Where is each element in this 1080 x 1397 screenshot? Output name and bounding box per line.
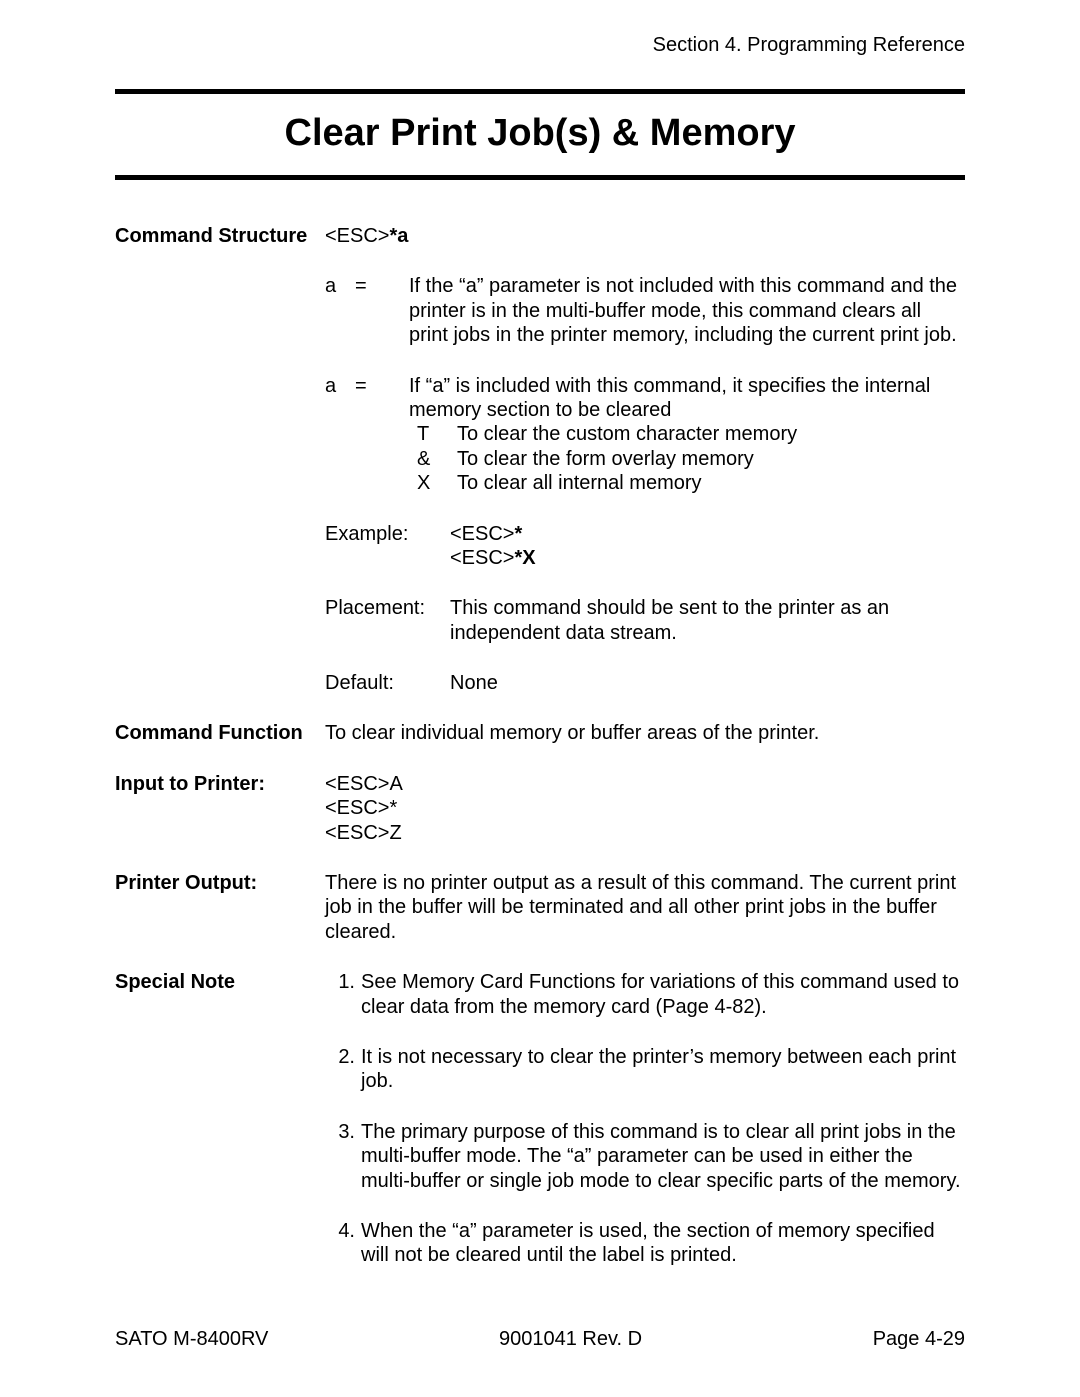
param-eq-1: = bbox=[355, 274, 409, 298]
sublist-val-1: To clear the custom character memory bbox=[457, 422, 965, 446]
row-printer-output: Printer Output: There is no printer outp… bbox=[115, 871, 965, 944]
row-command-function: Command Function To clear individual mem… bbox=[115, 721, 965, 745]
note-row-3: 3. The primary purpose of this command i… bbox=[325, 1120, 965, 1193]
input-line-2: <ESC>* bbox=[325, 796, 965, 820]
example-row: Example: <ESC>* <ESC>*X bbox=[325, 522, 965, 571]
syntax-prefix: <ESC> bbox=[325, 225, 389, 247]
note-row-2: 2. It is not necessary to clear the prin… bbox=[325, 1045, 965, 1094]
example-line-2: <ESC>*X bbox=[450, 546, 965, 570]
example-line2-prefix: <ESC> bbox=[450, 547, 514, 569]
default-row: Default: None bbox=[325, 671, 965, 695]
example-line2-suffix: *X bbox=[514, 547, 535, 569]
label-input-to-printer: Input to Printer: bbox=[115, 772, 325, 796]
note-num-3: 3. bbox=[325, 1120, 361, 1144]
sublist-row-1: T To clear the custom character memory bbox=[409, 422, 965, 446]
param-eq-2: = bbox=[355, 374, 409, 398]
placement-val: This command should be sent to the print… bbox=[450, 596, 965, 645]
content-input-to-printer: <ESC>A <ESC>* <ESC>Z bbox=[325, 772, 965, 845]
input-line-1: <ESC>A bbox=[325, 772, 965, 796]
sublist-key-3: X bbox=[409, 471, 457, 495]
param-row-1: a = If the “a” parameter is not included… bbox=[325, 274, 965, 347]
param-sublist: T To clear the custom character memory &… bbox=[409, 422, 965, 495]
example-line-1: <ESC>* bbox=[450, 522, 965, 546]
section-header: Section 4. Programming Reference bbox=[115, 34, 965, 57]
syntax-suffix: *a bbox=[389, 225, 408, 247]
example-label: Example: bbox=[325, 522, 450, 546]
note-text-2: It is not necessary to clear the printer… bbox=[361, 1045, 965, 1094]
row-input-to-printer: Input to Printer: <ESC>A <ESC>* <ESC>Z bbox=[115, 772, 965, 845]
example-val: <ESC>* <ESC>*X bbox=[450, 522, 965, 571]
row-special-note: Special Note 1. See Memory Card Function… bbox=[115, 970, 965, 1268]
example-line1-suffix: * bbox=[514, 523, 522, 545]
footer-left: SATO M-8400RV bbox=[115, 1328, 268, 1351]
example-line1-prefix: <ESC> bbox=[450, 523, 514, 545]
note-text-3: The primary purpose of this command is t… bbox=[361, 1120, 965, 1193]
sublist-val-3: To clear all internal memory bbox=[457, 471, 965, 495]
label-printer-output: Printer Output: bbox=[115, 871, 325, 895]
label-command-function: Command Function bbox=[115, 721, 325, 745]
note-text-4: When the “a” parameter is used, the sect… bbox=[361, 1219, 965, 1268]
rule-bottom bbox=[115, 175, 965, 180]
note-num-1: 1. bbox=[325, 970, 361, 994]
param-name-2: a bbox=[325, 374, 355, 398]
content-printer-output: There is no printer output as a result o… bbox=[325, 871, 965, 944]
content-command-structure: <ESC>*a a = If the “a” parameter is not … bbox=[325, 224, 965, 695]
param-desc-2-text: If “a” is included with this command, it… bbox=[409, 374, 965, 423]
param-desc-2: If “a” is included with this command, it… bbox=[409, 374, 965, 496]
label-command-structure: Command Structure bbox=[115, 224, 325, 248]
default-val: None bbox=[450, 671, 965, 695]
sublist-val-2: To clear the form overlay memory bbox=[457, 447, 965, 471]
body: Command Structure <ESC>*a a = If the “a”… bbox=[115, 224, 965, 1268]
note-row-4: 4. When the “a” parameter is used, the s… bbox=[325, 1219, 965, 1268]
footer-center: 9001041 Rev. D bbox=[499, 1328, 642, 1351]
sublist-key-1: T bbox=[409, 422, 457, 446]
sublist-row-3: X To clear all internal memory bbox=[409, 471, 965, 495]
footer-right: Page 4-29 bbox=[873, 1328, 965, 1351]
param-desc-1: If the “a” parameter is not included wit… bbox=[409, 274, 965, 347]
row-command-structure: Command Structure <ESC>*a a = If the “a”… bbox=[115, 224, 965, 695]
content-special-note: 1. See Memory Card Functions for variati… bbox=[325, 970, 965, 1268]
default-label: Default: bbox=[325, 671, 450, 695]
placement-label: Placement: bbox=[325, 596, 450, 620]
placement-row: Placement: This command should be sent t… bbox=[325, 596, 965, 645]
content-command-function: To clear individual memory or buffer are… bbox=[325, 721, 965, 745]
sublist-key-2: & bbox=[409, 447, 457, 471]
syntax-line: <ESC>*a bbox=[325, 224, 965, 248]
note-row-1: 1. See Memory Card Functions for variati… bbox=[325, 970, 965, 1019]
note-num-2: 2. bbox=[325, 1045, 361, 1069]
note-text-1: See Memory Card Functions for variations… bbox=[361, 970, 965, 1019]
input-line-3: <ESC>Z bbox=[325, 821, 965, 845]
param-name-1: a bbox=[325, 274, 355, 298]
footer: SATO M-8400RV 9001041 Rev. D Page 4-29 bbox=[115, 1328, 965, 1351]
param-row-2: a = If “a” is included with this command… bbox=[325, 374, 965, 496]
sublist-row-2: & To clear the form overlay memory bbox=[409, 447, 965, 471]
page-title: Clear Print Job(s) & Memory bbox=[115, 94, 965, 175]
page: Section 4. Programming Reference Clear P… bbox=[0, 0, 1080, 1397]
note-num-4: 4. bbox=[325, 1219, 361, 1243]
label-special-note: Special Note bbox=[115, 970, 325, 994]
